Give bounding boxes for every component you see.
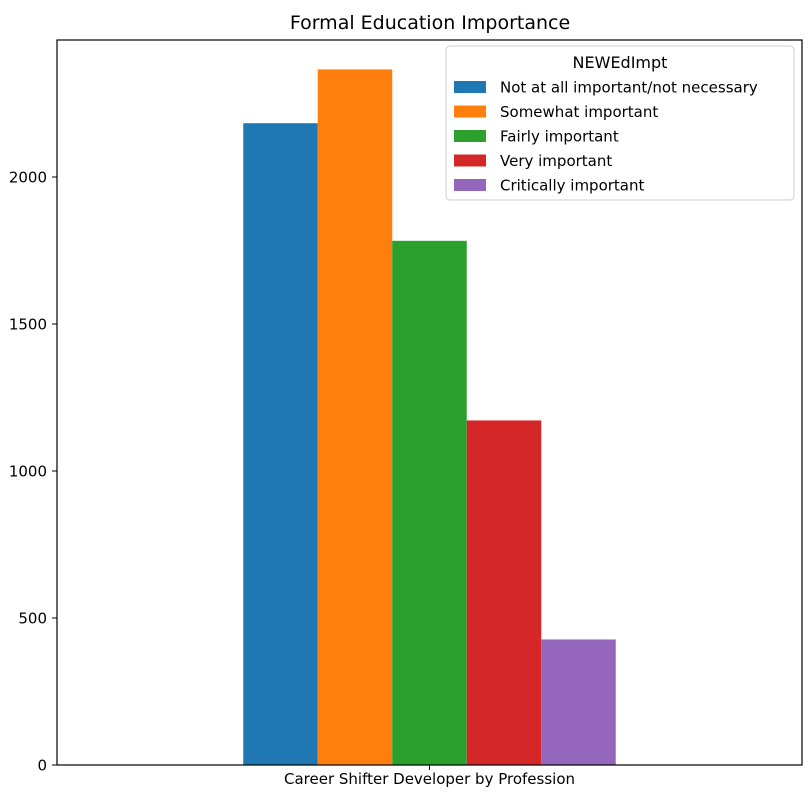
legend-label-not-at-all-important-not-necessary: Not at all important/not necessary [500, 79, 758, 97]
ticks-layer: 0 500 1000 1500 2000 Career Shifter Developer… [9, 169, 575, 788]
plot-frame [56, 39, 803, 766]
bar-critically-important [541, 639, 616, 765]
legend-swatch-somewhat-important [454, 105, 486, 118]
bar-somewhat-important [317, 69, 393, 765]
legend-label-critically-important: Critically important [500, 177, 645, 195]
y-tick-label: 0 [37, 757, 47, 775]
y-tick-label: 1000 [9, 463, 47, 481]
legend-label-somewhat-important: Somewhat important [500, 103, 658, 121]
legend-swatch-fairly-important [454, 130, 486, 142]
y-tick-label: 2000 [9, 169, 47, 187]
legend-box [445, 45, 795, 201]
legend-items: Not at all important/not necessary Somewh… [454, 79, 758, 195]
legend-swatch-critically-important [454, 179, 486, 191]
chart-title: Formal Education Importance [290, 12, 570, 34]
legend-title: NEWEdImpt [573, 53, 668, 72]
legend-label-fairly-important: Fairly important [500, 128, 619, 146]
legend-swatch-not-at-all-important-not-necessary [454, 81, 486, 93]
y-tick-label: 1500 [9, 316, 47, 334]
bar-fairly-important [392, 240, 467, 765]
legend: NEWEdImpt Not at all important/not neces… [445, 45, 795, 201]
bars-layer [243, 69, 616, 765]
legend-label-very-important: Very important [500, 152, 612, 170]
legend-swatch-very-important [454, 154, 486, 167]
x-tick-label: Career Shifter Developer by Profession [284, 770, 575, 788]
y-tick-label: 500 [18, 610, 47, 628]
bar-very-important [466, 420, 542, 765]
bar-not-at-all-important-not-necessary [243, 123, 318, 765]
